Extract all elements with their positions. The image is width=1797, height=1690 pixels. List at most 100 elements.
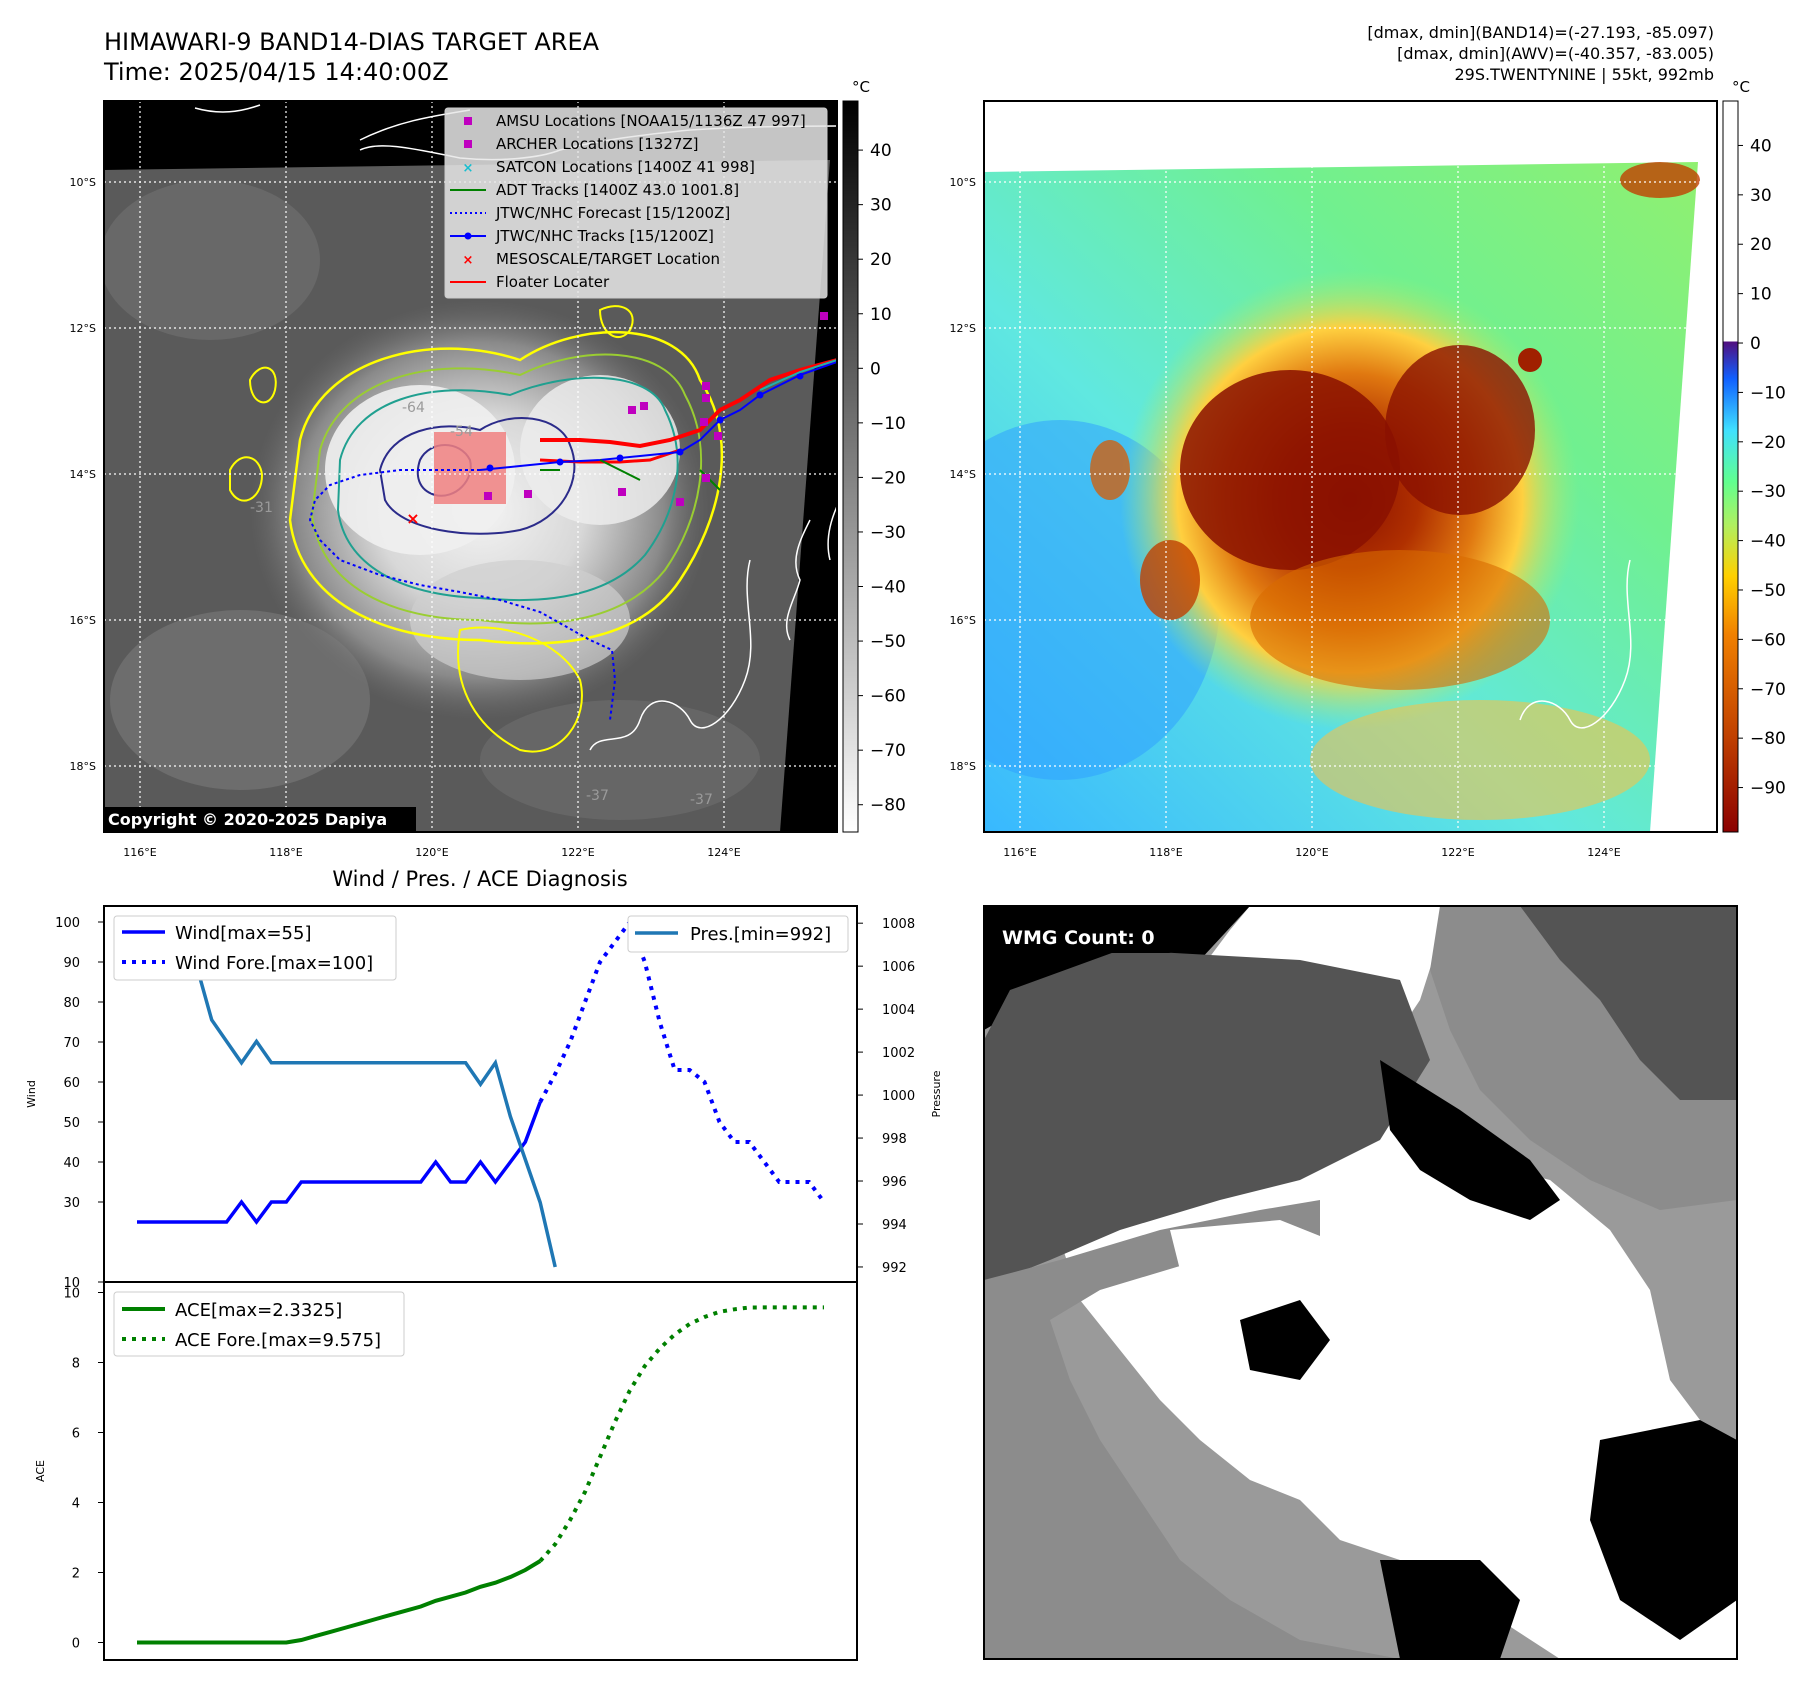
colorbar-tick-label: −80 <box>1750 729 1786 749</box>
lat-label: 10°S <box>950 176 976 189</box>
pressure-tick-label: 1000 <box>882 1089 915 1104</box>
lon-label: 124°E <box>1587 846 1620 859</box>
legend-label: SATCON Locations [1400Z 41 998] <box>496 158 755 176</box>
pressure-series-line <box>135 922 557 1268</box>
colorbar-tick-label: −40 <box>1750 532 1786 552</box>
colorbar-tick-label: −30 <box>1750 482 1786 502</box>
lat-label: 10°S <box>70 176 96 189</box>
colorbar-tick-label: 0 <box>870 359 881 379</box>
legend-marker <box>464 117 472 125</box>
legend-item-mesoscale: × MESOSCALE/TARGET Location <box>463 250 721 268</box>
pressure-legend: Pres.[min=992] <box>627 915 849 953</box>
legend-label: AMSU Locations [NOAA15/1136Z 47 997] <box>496 112 806 130</box>
pressure-tick-label: 1004 <box>882 1003 915 1018</box>
wind-tick-label: 100 <box>55 916 80 931</box>
info-line1: [dmax, dmin](BAND14)=(-27.193, -85.097) <box>1367 23 1714 42</box>
map1-frame <box>103 100 838 833</box>
ace-axis-label: ACE <box>34 1460 47 1482</box>
copyright-text: Copyright © 2020-2025 Dapiya <box>108 810 387 829</box>
legend-label: JTWC/NHC Tracks [15/1200Z] <box>495 227 714 245</box>
legend-item-floater: Floater Locater <box>450 273 610 291</box>
lon-label: 122°E <box>1441 846 1474 859</box>
lon-label: 118°E <box>1149 846 1182 859</box>
colorbar-color-unit: °C <box>1732 78 1750 96</box>
info-line2: [dmax, dmin](AWV)=(-40.357, -83.005) <box>1397 44 1714 63</box>
legend-pres-label: Pres.[min=992] <box>690 924 831 945</box>
ir-color-map <box>984 101 1717 832</box>
colorbar-tick-label: 10 <box>870 305 892 325</box>
ace-tick-label: 10 <box>63 1287 80 1302</box>
pressure-tick-label: 1006 <box>882 960 915 975</box>
ace-tick-label: 4 <box>72 1497 80 1512</box>
wmg-count-text: WMG Count: 0 <box>1002 927 1155 949</box>
lat-label: 12°S <box>950 322 976 335</box>
lon-label: 118°E <box>269 846 302 859</box>
legend-marker: × <box>463 253 474 268</box>
colorbar-tick-label: 20 <box>870 250 892 270</box>
title-line2: Time: 2025/04/15 14:40:00Z <box>103 58 449 86</box>
colorbar-tick-label: −50 <box>870 632 906 652</box>
contour-label-54: -54 <box>450 424 473 440</box>
colorbar-tick-label: −80 <box>870 796 906 816</box>
legend-label: Floater Locater <box>496 273 610 291</box>
legend-label: MESOSCALE/TARGET Location <box>496 250 720 268</box>
legend-item-jtwc-tracks: JTWC/NHC Tracks [15/1200Z] <box>450 227 714 245</box>
lat-label: 14°S <box>950 468 976 481</box>
legend-wind-label: Wind[max=55] <box>175 923 312 944</box>
colorbar-tick-label: 40 <box>1750 136 1772 156</box>
colorbar-tick-label: −70 <box>870 741 906 761</box>
colorbar-tick-label: 30 <box>1750 186 1772 206</box>
colorbar-tick-label: −90 <box>1750 779 1786 799</box>
colorbar-color-ticks: 40 30 20 10 0 −10 −20 −30 −40 −50 −60 −70 −80 −90 <box>1738 136 1786 799</box>
lon-label: 120°E <box>415 846 448 859</box>
legend-ace-label: ACE[max=2.3325] <box>175 1300 342 1321</box>
ace-tick-label: 0 <box>72 1637 80 1652</box>
contour-label-31: -31 <box>250 500 273 516</box>
title-line1: HIMAWARI-9 BAND14-DIAS TARGET AREA <box>104 28 600 56</box>
contour-label-37-a: -37 <box>586 788 609 804</box>
wind-tick-label: 90 <box>63 956 80 971</box>
wind-tick-label: 40 <box>63 1156 80 1171</box>
svg-text:×: × <box>406 509 419 528</box>
colorbar-tick-label: 40 <box>870 141 892 161</box>
map1-lat-labels: 10°S 12°S 14°S 16°S 18°S <box>70 176 96 773</box>
contour-label-64: -64 <box>402 400 425 416</box>
ace-forecast-series-line <box>538 1305 824 1563</box>
wind-axis-label: Wind <box>25 1080 38 1108</box>
lat-label: 14°S <box>70 468 96 481</box>
legend-item-satcon: × SATCON Locations [1400Z 41 998] <box>463 158 755 176</box>
wind-tick-label: 60 <box>63 1076 80 1091</box>
map2-frame <box>983 100 1718 833</box>
pressure-axis-label: Pressure <box>930 1070 943 1117</box>
colorbar-color <box>1722 100 1739 833</box>
colorbar-gray-unit: °C <box>852 78 870 96</box>
colorbar-tick-label: −30 <box>870 523 906 543</box>
map2-lat-labels: 10°S 12°S 14°S 16°S 18°S <box>950 176 976 773</box>
wind-tick-label: 30 <box>63 1196 80 1211</box>
legend-label: ARCHER Locations [1327Z] <box>496 135 699 153</box>
colorbar-tick-label: −10 <box>870 414 906 434</box>
ace-tick-label: 8 <box>72 1357 80 1372</box>
wind-legend: Wind[max=55] Wind Fore.[max=100] <box>113 915 397 981</box>
ace-axis-ticks: 0 2 4 6 8 10 <box>63 1287 104 1652</box>
pressure-tick-label: 1002 <box>882 1046 915 1061</box>
lat-label: 18°S <box>950 760 976 773</box>
colorbar-tick-label: −60 <box>870 687 906 707</box>
lon-label: 122°E <box>561 846 594 859</box>
lon-label: 124°E <box>707 846 740 859</box>
legend-label: JTWC/NHC Forecast [15/1200Z] <box>495 204 730 222</box>
ace-tick-label: 2 <box>72 1567 80 1582</box>
legend-wind-fore-label: Wind Fore.[max=100] <box>175 953 373 974</box>
wind-tick-label: 50 <box>63 1116 80 1131</box>
legend-marker: × <box>463 161 474 176</box>
map-legend: AMSU Locations [NOAA15/1136Z 47 997] ARC… <box>444 107 828 299</box>
diagnosis-title: Wind / Pres. / ACE Diagnosis <box>332 867 627 891</box>
pressure-tick-label: 1008 <box>882 917 915 932</box>
colorbar-tick-label: −50 <box>1750 581 1786 601</box>
pressure-tick-label: 994 <box>882 1218 907 1233</box>
colorbar-tick-label: −60 <box>1750 630 1786 650</box>
colorbar-tick-label: 20 <box>1750 235 1772 255</box>
colorbar-tick-label: 0 <box>1750 334 1761 354</box>
